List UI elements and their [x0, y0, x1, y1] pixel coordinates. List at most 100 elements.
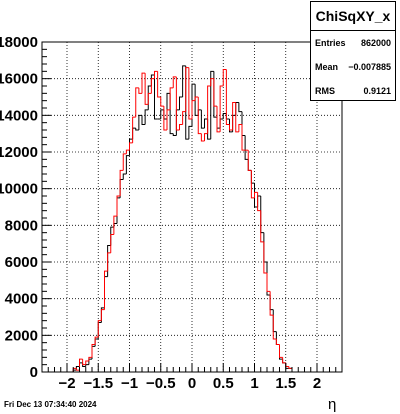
- histogram-series-1: [42, 67, 342, 373]
- x-tick-label: 0: [188, 375, 196, 392]
- histogram-bin: [116, 195, 121, 217]
- histogram-bin: [107, 252, 111, 272]
- histogram-bin: [254, 183, 258, 208]
- stats-key: Mean: [315, 62, 339, 72]
- x-tick-label: 1.5: [275, 375, 296, 392]
- histogram-bin: [132, 116, 136, 143]
- histogram-bin: [191, 100, 196, 119]
- histogram-bin: [225, 69, 230, 125]
- histogram-bin: [200, 109, 205, 129]
- histogram-bin: [122, 173, 127, 180]
- y-tick-label: 8000: [5, 217, 38, 234]
- histogram-bin: [138, 87, 142, 94]
- histogram-bin: [82, 359, 86, 366]
- histogram-bin: [194, 84, 199, 116]
- histogram-bin: [188, 125, 192, 140]
- stats-row-rms: RMS 0.9121: [315, 86, 391, 102]
- histogram-bin: [135, 87, 139, 118]
- histogram-bin: [247, 150, 252, 171]
- histogram-bin: [182, 65, 186, 97]
- histogram-bin: [166, 109, 171, 130]
- histogram-bin: [88, 356, 92, 361]
- histogram-bin: [288, 366, 292, 369]
- stats-key: Entries: [315, 38, 346, 48]
- histogram-bin: [222, 113, 227, 119]
- stats-value: 0.9121: [363, 86, 391, 96]
- histogram-bin: [238, 102, 242, 113]
- histogram-bin: [172, 133, 177, 136]
- histogram-bin: [85, 360, 89, 365]
- histogram-bin: [216, 106, 221, 133]
- histogram-bin: [79, 358, 83, 371]
- histogram-bin: [263, 241, 267, 274]
- stats-title: ChiSqXY_x: [311, 2, 395, 31]
- x-tick-label: −1.5: [83, 375, 113, 392]
- histogram-bin: [182, 111, 186, 125]
- histogram-bin: [197, 97, 202, 135]
- stats-value: −0.007885: [348, 62, 391, 72]
- x-tick-label: 1: [250, 375, 258, 392]
- y-tick-label: 2000: [5, 327, 38, 344]
- histogram-bin: [94, 336, 99, 345]
- stats-key: RMS: [315, 86, 335, 96]
- histogram-bin: [188, 67, 192, 120]
- histogram-bin: [141, 72, 146, 94]
- y-tick-label: 12000: [0, 144, 38, 161]
- histogram-bin: [160, 97, 164, 107]
- histogram-bin: [213, 78, 217, 107]
- histogram-bin: [269, 291, 274, 316]
- histogram-bin: [207, 85, 211, 134]
- x-tick-label: 2: [313, 375, 321, 392]
- histogram-bin: [204, 133, 208, 141]
- x-tick-label: 0.5: [213, 375, 234, 392]
- y-tick-label: 16000: [0, 71, 38, 88]
- histogram-bin: [172, 76, 177, 88]
- histogram-bin: [219, 85, 224, 132]
- x-tick-label: −0.5: [146, 375, 176, 392]
- histogram-bin: [160, 109, 164, 119]
- x-axis-title: η: [328, 396, 337, 413]
- y-tick-label: 6000: [5, 254, 38, 271]
- histogram-bin: [129, 142, 133, 151]
- histogram-bin: [110, 234, 114, 253]
- histogram-bin: [141, 115, 146, 125]
- histogram-bin: [210, 70, 214, 140]
- histogram-bin: [232, 102, 236, 130]
- y-tick-label: 18000: [0, 34, 38, 51]
- histogram-bin: [154, 70, 158, 79]
- histogram-bin: [229, 124, 233, 131]
- y-tick-label: 10000: [0, 181, 38, 198]
- histogram-bin: [200, 133, 205, 142]
- stats-value: 862000: [360, 38, 391, 48]
- y-tick-label: 14000: [0, 107, 38, 124]
- histogram-bin: [135, 128, 139, 131]
- histogram-bin: [194, 96, 199, 101]
- histogram-bin: [241, 124, 246, 151]
- histogram-bin: [210, 78, 214, 86]
- histogram-bin: [97, 320, 102, 338]
- x-tick-label: −1: [121, 375, 138, 392]
- histogram-bin: [144, 73, 149, 105]
- histogram-bin: [125, 149, 130, 154]
- y-tick-label: 0: [30, 364, 38, 381]
- histogram-bin: [222, 69, 227, 86]
- histogram-bin: [163, 106, 167, 131]
- histogram-bin: [138, 114, 142, 130]
- histogram-bin: [157, 71, 161, 98]
- histogram-bin: [266, 273, 271, 292]
- histogram-bin: [250, 170, 255, 199]
- histogram-bin: [104, 270, 108, 310]
- histogram-series: [42, 65, 342, 373]
- histogram-bin: [122, 153, 127, 171]
- histogram-bin: [272, 315, 277, 340]
- histogram-bin: [119, 169, 124, 196]
- histogram-bin: [113, 215, 117, 235]
- x-tick-label: −2: [58, 375, 75, 392]
- histogram-bin: [144, 109, 149, 125]
- histogram-bin: [154, 75, 158, 120]
- histogram-bin: [175, 76, 180, 131]
- histogram-bin: [279, 344, 283, 358]
- histogram-bin: [260, 210, 264, 243]
- histogram-bin: [169, 87, 174, 110]
